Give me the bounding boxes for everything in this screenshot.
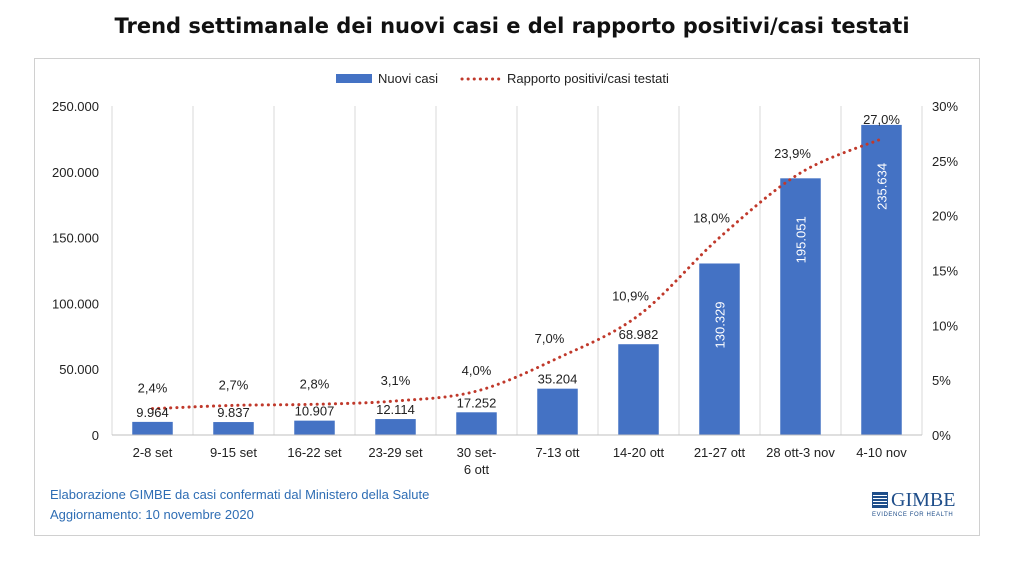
ratio-value-label: 4,0%: [462, 363, 492, 378]
category-label-line: 6 ott: [464, 462, 490, 477]
logo-icon: [872, 492, 888, 508]
grid: [111, 106, 923, 435]
category-label-line: 16-22 set: [287, 445, 342, 460]
ratio-value-label: 3,1%: [381, 373, 411, 388]
left-tick-label: 100.000: [52, 296, 99, 311]
category-label-line: 7-13 ott: [535, 445, 579, 460]
bar: [213, 422, 254, 435]
bar: [780, 178, 821, 436]
category-label: 4-10 nov: [856, 445, 907, 460]
ratio-value-label: 2,8%: [300, 376, 330, 391]
category-label-line: 2-8 set: [133, 445, 173, 460]
ratio-value-label: 2,7%: [219, 377, 249, 392]
right-tick-label: 20%: [932, 209, 958, 224]
ratio-value-label: 18,0%: [693, 211, 730, 226]
category-label: 9-15 set: [210, 445, 257, 460]
category-label: 7-13 ott: [535, 445, 579, 460]
footer-source: Elaborazione GIMBE da casi confermati da…: [50, 487, 430, 502]
category-label-line: 4-10 nov: [856, 445, 907, 460]
bar: [861, 124, 902, 436]
category-label-line: 30 set-: [457, 445, 497, 460]
logo-tagline: EVIDENCE FOR HEALTH: [872, 512, 954, 518]
right-tick-label: 0%: [932, 428, 951, 443]
category-label-line: 28 ott-3 nov: [766, 445, 835, 460]
right-tick-label: 25%: [932, 154, 958, 169]
ratio-line: [151, 137, 883, 411]
footer-update: Aggiornamento: 10 novembre 2020: [50, 507, 254, 522]
category-label: 21-27 ott: [694, 445, 746, 460]
data-labels: 9.964 9.837 10.907 12.114 17.252 35.204 68.982…: [136, 112, 900, 420]
x-axis: 2-8 set 9-15 set 16-22 set 23-29 set 30 set-…: [112, 434, 922, 477]
category-label-line: 21-27 ott: [694, 445, 746, 460]
bar-value-label: 35.204: [538, 372, 578, 387]
bar-value-label: 130.329: [713, 301, 728, 348]
bar: [375, 419, 416, 435]
bar: [456, 412, 497, 435]
gimbe-logo: GIMBE EVIDENCE FOR HEALTH: [872, 490, 972, 518]
category-label-line: 23-29 set: [368, 445, 423, 460]
bar: [132, 421, 173, 435]
left-tick-label: 50.000: [59, 362, 99, 377]
right-tick-label: 15%: [932, 264, 958, 279]
bar-value-label: 68.982: [619, 327, 659, 342]
category-label: 2-8 set: [133, 445, 173, 460]
ratio-value-label: 2,4%: [138, 381, 168, 396]
right-axis: 0% 5% 10% 15% 20% 25% 30%: [932, 99, 958, 443]
ratio-value-label: 23,9%: [774, 146, 811, 161]
bar: [294, 420, 335, 435]
left-tick-label: 150.000: [52, 231, 99, 246]
legend-swatch-nuovi-casi: [336, 74, 372, 83]
right-tick-label: 10%: [932, 318, 958, 333]
category-label: 16-22 set: [287, 445, 342, 460]
ratio-line-series: [151, 137, 883, 411]
right-tick-label: 30%: [932, 99, 958, 114]
bar-value-label: 235.634: [875, 163, 890, 210]
bar-value-label: 195.051: [794, 216, 809, 263]
ratio-value-label: 7,0%: [535, 331, 565, 346]
category-label: 28 ott-3 nov: [766, 445, 835, 460]
bar-value-label: 17.252: [457, 395, 497, 410]
bar: [699, 263, 740, 435]
category-label: 30 set- 6 ott: [457, 445, 497, 477]
logo-name: GIMBE: [891, 489, 956, 511]
legend-label-rapporto: Rapporto positivi/casi testati: [507, 71, 669, 86]
left-axis: 0 50.000 100.000 150.000 200.000 250.000: [52, 99, 99, 443]
ratio-value-label: 10,9%: [612, 288, 649, 303]
bar-value-label: 9.837: [217, 405, 250, 420]
chart-title: Trend settimanale dei nuovi casi e del r…: [114, 14, 910, 38]
category-label: 14-20 ott: [613, 445, 665, 460]
bar-value-label: 12.114: [376, 402, 415, 417]
legend: Nuovi casi Rapporto positivi/casi testati: [336, 71, 669, 86]
category-label-line: 9-15 set: [210, 445, 257, 460]
left-tick-label: 0: [92, 428, 99, 443]
bar-value-label: 9.964: [136, 405, 169, 420]
left-tick-label: 200.000: [52, 165, 99, 180]
bar-series: [132, 124, 902, 436]
left-tick-label: 250.000: [52, 99, 99, 114]
bar: [618, 344, 659, 435]
ratio-value-label: 27,0%: [863, 112, 900, 127]
bar-value-label: 10.907: [295, 404, 335, 419]
category-label-line: 14-20 ott: [613, 445, 665, 460]
chart-frame: [34, 58, 980, 536]
category-label: 23-29 set: [368, 445, 423, 460]
bar: [537, 388, 578, 435]
legend-label-nuovi-casi: Nuovi casi: [378, 71, 438, 86]
right-tick-label: 5%: [932, 373, 951, 388]
